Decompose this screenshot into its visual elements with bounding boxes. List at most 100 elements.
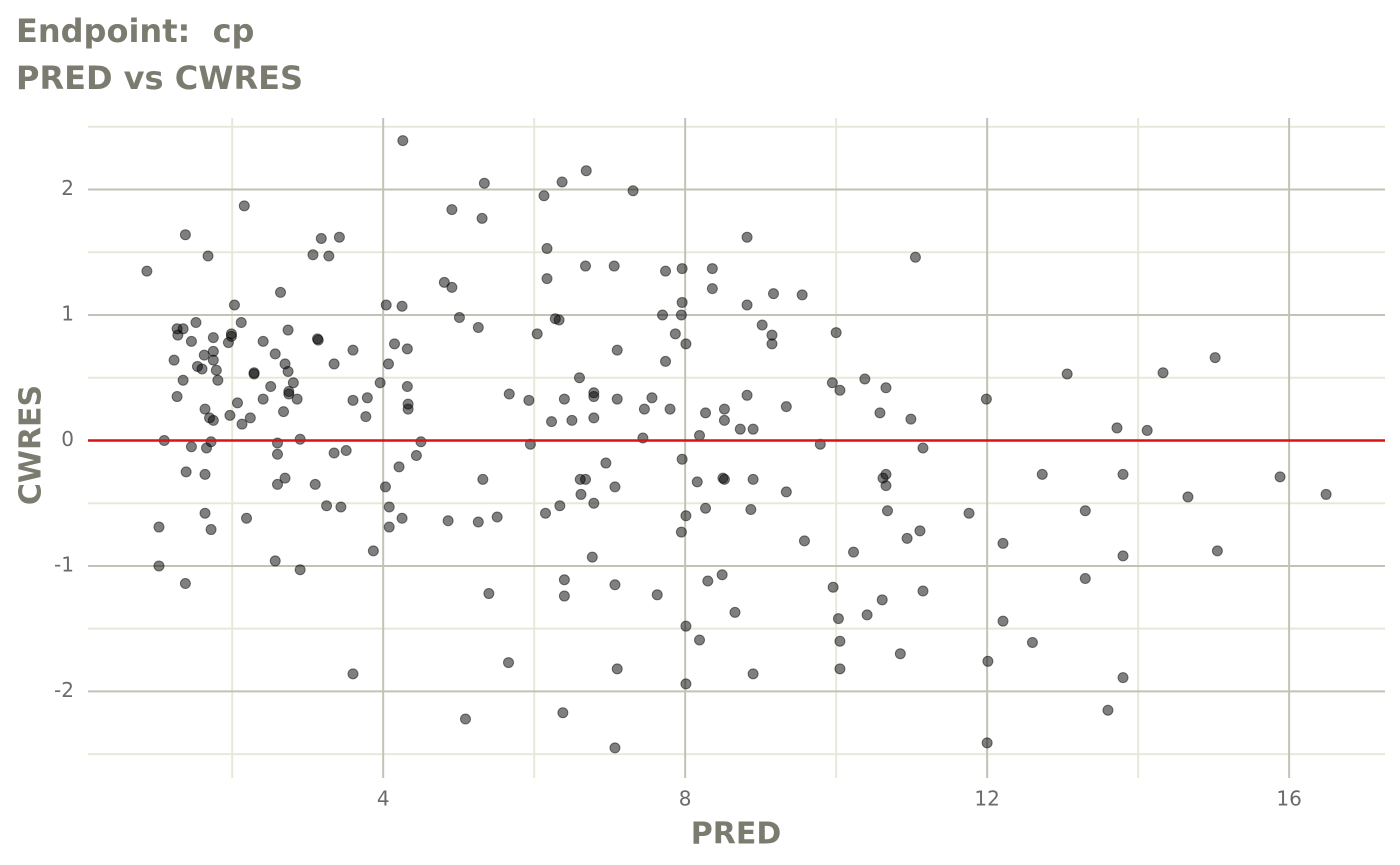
point: [588, 412, 600, 424]
point: [1117, 672, 1129, 684]
point: [202, 250, 214, 262]
chart-title: Endpoint: cp: [16, 12, 254, 50]
point: [328, 447, 340, 459]
point: [199, 468, 211, 480]
point: [541, 242, 553, 254]
point: [228, 299, 240, 311]
point: [729, 606, 741, 618]
x-tick-label: 16: [1276, 787, 1301, 811]
point: [198, 349, 210, 361]
point: [997, 615, 1009, 627]
point: [397, 135, 409, 147]
point: [917, 585, 929, 597]
point: [796, 289, 808, 301]
point: [588, 497, 600, 509]
point: [657, 309, 669, 321]
point: [660, 265, 672, 277]
point: [410, 450, 422, 462]
point: [323, 250, 335, 262]
point: [531, 328, 543, 340]
point: [335, 501, 347, 513]
point: [716, 569, 728, 581]
point: [205, 436, 217, 448]
point: [830, 327, 842, 339]
point: [676, 453, 688, 465]
point: [210, 364, 222, 376]
point: [609, 742, 621, 754]
point: [611, 663, 623, 675]
point: [651, 589, 663, 601]
point: [185, 335, 197, 347]
point: [546, 416, 558, 428]
point: [566, 414, 578, 426]
point: [694, 634, 706, 646]
point: [827, 581, 839, 593]
point: [396, 512, 408, 524]
point: [573, 372, 585, 384]
point: [360, 411, 372, 423]
point: [694, 429, 706, 441]
point: [1102, 704, 1114, 716]
point: [396, 300, 408, 312]
point: [861, 609, 873, 621]
point: [347, 344, 359, 356]
point: [894, 648, 906, 660]
point: [241, 512, 253, 524]
point: [380, 299, 392, 311]
point: [207, 354, 219, 366]
point: [379, 481, 391, 493]
point: [741, 389, 753, 401]
point: [309, 478, 321, 490]
point: [231, 397, 243, 409]
point: [680, 678, 692, 690]
point: [347, 394, 359, 406]
point: [848, 546, 860, 558]
point: [881, 505, 893, 517]
point: [294, 433, 306, 445]
point: [315, 232, 327, 244]
point: [700, 502, 712, 514]
point: [997, 537, 1009, 549]
point: [153, 521, 165, 533]
point: [780, 486, 792, 498]
point: [235, 317, 247, 329]
point: [179, 578, 191, 590]
point: [212, 374, 224, 386]
point: [483, 588, 495, 600]
point: [700, 407, 712, 419]
point: [383, 521, 395, 533]
point: [294, 564, 306, 576]
point: [608, 260, 620, 272]
point: [876, 594, 888, 606]
point: [558, 590, 570, 602]
point: [600, 457, 612, 469]
y-tick-label: 2: [61, 176, 74, 200]
point: [383, 501, 395, 513]
point: [459, 713, 471, 725]
point: [575, 488, 587, 500]
point: [269, 555, 281, 567]
point: [680, 510, 692, 522]
point: [278, 406, 290, 418]
y-tick-label: 0: [61, 427, 74, 451]
point: [177, 374, 189, 386]
point: [741, 231, 753, 243]
point: [1211, 545, 1223, 557]
point: [747, 473, 759, 485]
point: [834, 384, 846, 396]
point: [680, 620, 692, 632]
point: [282, 365, 294, 377]
point: [205, 524, 217, 536]
point: [271, 448, 283, 460]
point: [556, 176, 568, 188]
point: [676, 263, 688, 275]
point: [834, 635, 846, 647]
point: [402, 403, 414, 415]
point: [279, 472, 291, 484]
point: [982, 655, 994, 667]
point: [880, 382, 892, 394]
point: [756, 319, 768, 331]
point: [207, 332, 219, 344]
point: [859, 373, 871, 385]
point: [333, 231, 345, 243]
